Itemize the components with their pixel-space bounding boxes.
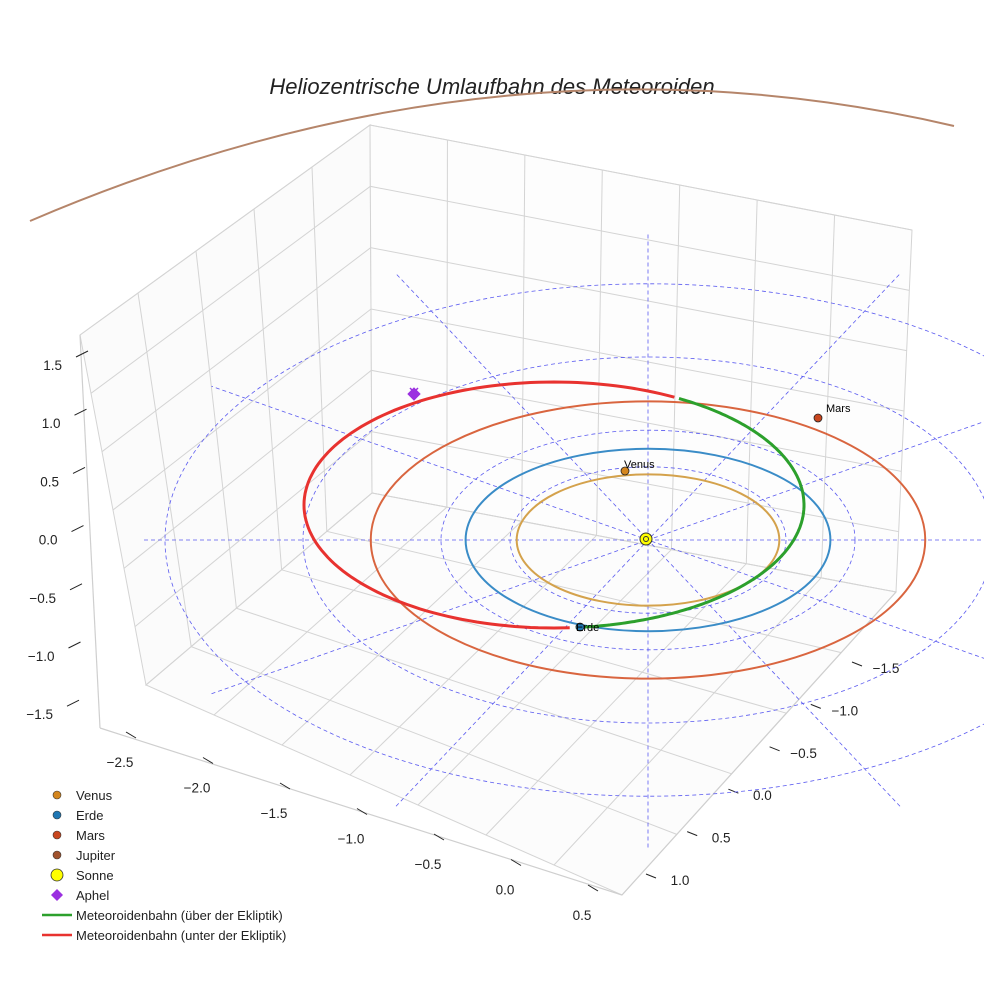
x-tick-label: −2.5 [107, 755, 134, 770]
legend-label: Mars [76, 828, 105, 843]
planet-label-erde: Erde [576, 622, 599, 634]
planet-label-mars: Mars [826, 403, 851, 415]
x-tick-label: −0.5 [415, 857, 442, 872]
z-tick-label: −1.0 [28, 649, 55, 664]
z-tick-mark [67, 700, 79, 706]
z-tick-label: 0.0 [39, 533, 58, 548]
legend-item: Sonne [38, 865, 286, 885]
z-tick-mark [72, 526, 84, 532]
chart-title: Heliozentrische Umlaufbahn des Meteoroid… [269, 74, 714, 99]
sun-marker [640, 533, 652, 545]
legend-label: Erde [76, 808, 103, 823]
legend-key-icon [38, 925, 76, 945]
y-tick-mark [852, 662, 862, 666]
legend-label: Jupiter [76, 848, 115, 863]
legend-key-icon [38, 845, 76, 865]
legend-item: Venus [38, 785, 286, 805]
legend-key-icon [38, 905, 76, 925]
z-tick-label: 1.0 [42, 416, 61, 431]
legend-item: Mars [38, 825, 286, 845]
z-tick-label: −0.5 [29, 591, 56, 606]
legend-key-icon [38, 885, 76, 905]
x-tick-mark [357, 809, 367, 815]
legend-key-icon [38, 785, 76, 805]
y-tick-mark [770, 747, 780, 751]
y-tick-label: 0.5 [712, 831, 731, 846]
y-tick-mark [811, 704, 821, 708]
z-tick-mark [75, 409, 87, 415]
legend-key-icon [38, 805, 76, 825]
legend-item: Meteoroidenbahn (unter der Ekliptik) [38, 925, 286, 945]
y-tick-label: 0.0 [753, 788, 772, 803]
planet-label-venus: Venus [624, 459, 655, 471]
y-tick-label: 1.0 [671, 873, 690, 888]
y-tick-mark [646, 874, 656, 878]
z-tick-label: 1.5 [43, 358, 62, 373]
legend-key-icon [38, 825, 76, 845]
y-tick-label: −1.5 [873, 661, 900, 676]
y-tick-mark [687, 832, 697, 836]
y-tick-label: −1.0 [831, 703, 858, 718]
axes-panes [80, 125, 912, 895]
legend-item: Jupiter [38, 845, 286, 865]
z-tick-label: 0.5 [40, 474, 59, 489]
x-tick-label: −1.0 [338, 832, 365, 847]
y-tick-label: −0.5 [790, 746, 817, 761]
legend-label: Meteoroidenbahn (unter der Ekliptik) [76, 928, 286, 943]
planet-marker-mars [814, 414, 822, 422]
z-tick-label: −1.5 [26, 707, 53, 722]
legend-label: Sonne [76, 868, 114, 883]
legend-label: Meteoroidenbahn (über der Ekliptik) [76, 908, 283, 923]
legend-label: Aphel [76, 888, 109, 903]
z-tick-mark [73, 467, 85, 473]
legend-label: Venus [76, 788, 112, 803]
x-tick-label: 0.5 [573, 908, 592, 923]
z-tick-mark [70, 584, 82, 590]
legend-item: Erde [38, 805, 286, 825]
z-tick-mark [69, 642, 81, 648]
legend-item: Meteoroidenbahn (über der Ekliptik) [38, 905, 286, 925]
legend-key-icon [38, 865, 76, 885]
x-tick-label: 0.0 [496, 883, 515, 898]
legend: Venus Erde Mars Jupiter Sonne Aphel Meteoroide… [38, 785, 286, 945]
legend-item: Aphel [38, 885, 286, 905]
